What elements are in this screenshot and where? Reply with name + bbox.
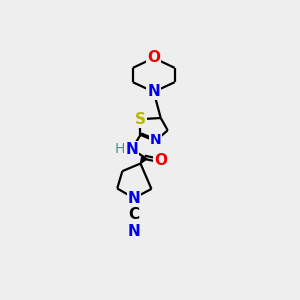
Text: N: N (125, 142, 138, 157)
Text: S: S (135, 112, 146, 127)
Text: O: O (147, 50, 160, 65)
Text: N: N (128, 191, 140, 206)
Text: N: N (150, 133, 161, 147)
Polygon shape (140, 156, 147, 164)
Text: N: N (147, 84, 160, 99)
Text: C: C (128, 207, 140, 222)
Text: H: H (115, 142, 125, 156)
Text: N: N (128, 224, 140, 239)
Text: O: O (154, 153, 167, 168)
